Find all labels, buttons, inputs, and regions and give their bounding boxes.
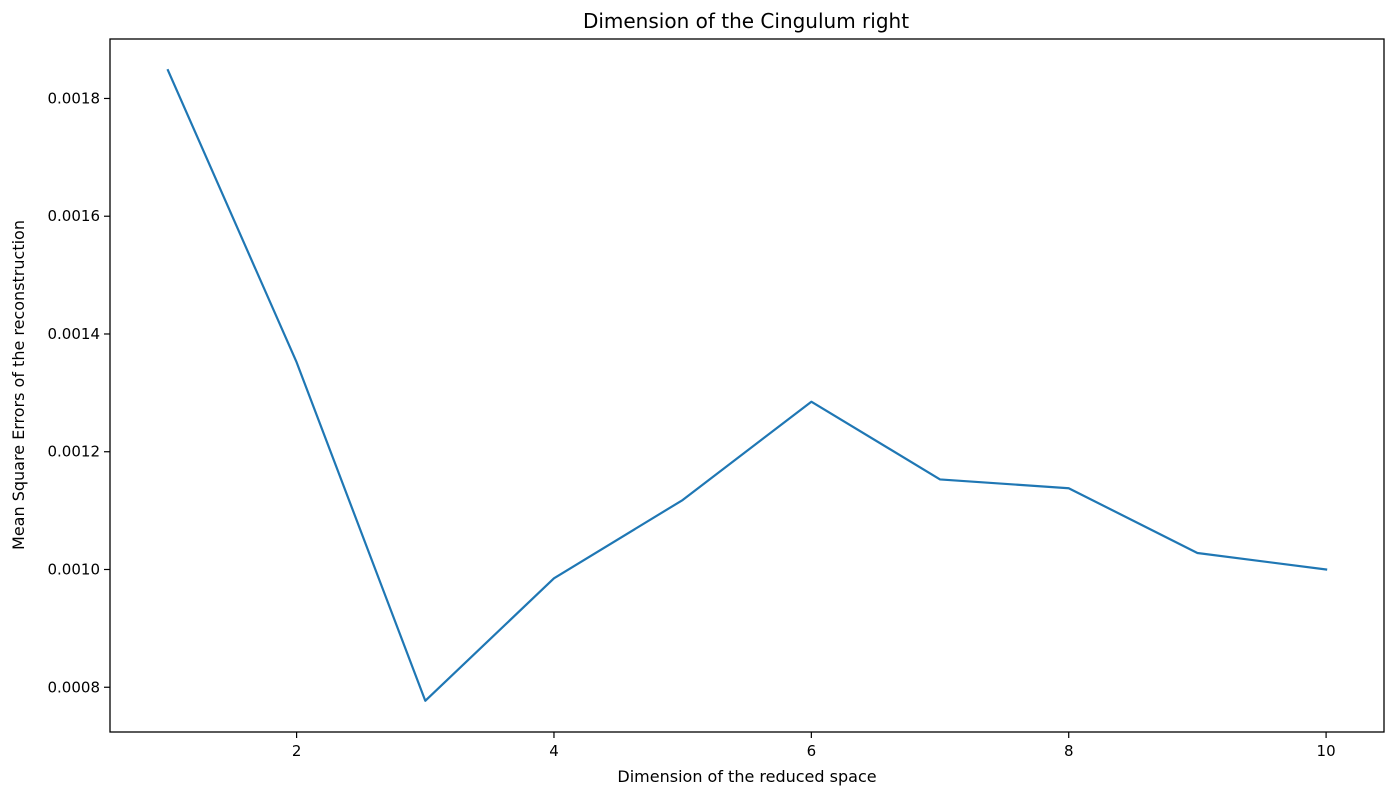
- x-tick-label: 8: [1064, 742, 1074, 760]
- x-axis-label: Dimension of the reduced space: [617, 767, 876, 786]
- y-tick-label: 0.0012: [48, 443, 101, 461]
- y-tick-label: 0.0014: [48, 325, 101, 343]
- y-tick-label: 0.0008: [48, 678, 101, 696]
- chart-title: Dimension of the Cingulum right: [583, 9, 909, 33]
- x-tick-label: 6: [807, 742, 817, 760]
- x-tick-label: 10: [1317, 742, 1336, 760]
- x-tick-label: 2: [292, 742, 302, 760]
- y-tick-label: 0.0010: [48, 560, 101, 578]
- series-line-0: [166, 68, 1328, 702]
- y-axis-label: Mean Square Errors of the reconstruction: [9, 220, 28, 550]
- y-tick-label: 0.0016: [48, 207, 101, 225]
- plot-area: 2 4 6 8 10 0.0008 0.0010 0.0012 0.0014 0.0016 0.00…: [48, 68, 1336, 760]
- x-tick-label: 4: [549, 742, 559, 760]
- y-tick-label: 0.0018: [48, 89, 101, 107]
- axes-frame: [109, 38, 1385, 733]
